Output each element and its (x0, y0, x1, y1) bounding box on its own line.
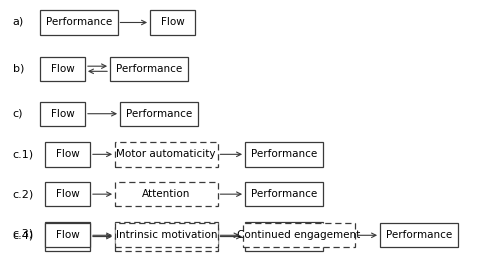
FancyBboxPatch shape (245, 142, 322, 167)
FancyBboxPatch shape (45, 222, 90, 251)
Text: Continued engagement: Continued engagement (237, 230, 360, 240)
Text: Flow: Flow (56, 232, 80, 242)
Text: Performance: Performance (250, 189, 317, 199)
FancyBboxPatch shape (40, 10, 117, 35)
FancyBboxPatch shape (380, 223, 458, 247)
Text: Flow: Flow (160, 17, 184, 27)
FancyBboxPatch shape (245, 182, 322, 206)
Text: c.3): c.3) (12, 229, 34, 239)
Text: Flow: Flow (56, 189, 80, 199)
Text: Performance: Performance (386, 230, 452, 240)
Text: Performance: Performance (250, 149, 317, 159)
FancyBboxPatch shape (115, 182, 218, 206)
FancyBboxPatch shape (245, 222, 322, 251)
Text: Functional mental
state: Functional mental state (120, 226, 213, 247)
Text: Flow: Flow (50, 109, 74, 119)
FancyBboxPatch shape (115, 142, 218, 167)
FancyBboxPatch shape (45, 223, 90, 247)
Text: c.1): c.1) (12, 149, 34, 159)
Text: b): b) (12, 63, 24, 73)
FancyBboxPatch shape (40, 102, 85, 126)
FancyBboxPatch shape (150, 10, 195, 35)
Text: c.4): c.4) (12, 230, 34, 240)
Text: c): c) (12, 108, 23, 118)
FancyBboxPatch shape (45, 182, 90, 206)
FancyBboxPatch shape (120, 102, 198, 126)
FancyBboxPatch shape (45, 142, 90, 167)
FancyBboxPatch shape (115, 223, 218, 247)
Text: Motor automaticity: Motor automaticity (116, 149, 216, 159)
Text: Flow: Flow (56, 149, 80, 159)
Text: Intrinsic motivation: Intrinsic motivation (116, 230, 217, 240)
Text: Performance: Performance (126, 109, 192, 119)
Text: c.2): c.2) (12, 189, 34, 199)
Text: Performance: Performance (116, 64, 182, 74)
Text: Flow: Flow (56, 230, 80, 240)
FancyBboxPatch shape (115, 222, 218, 251)
Text: Performance: Performance (46, 17, 112, 27)
Text: a): a) (12, 17, 24, 27)
Text: Performance: Performance (250, 232, 317, 242)
FancyBboxPatch shape (40, 57, 85, 81)
Text: Flow: Flow (50, 64, 74, 74)
Text: Attention: Attention (142, 189, 190, 199)
FancyBboxPatch shape (242, 223, 355, 247)
FancyBboxPatch shape (110, 57, 188, 81)
